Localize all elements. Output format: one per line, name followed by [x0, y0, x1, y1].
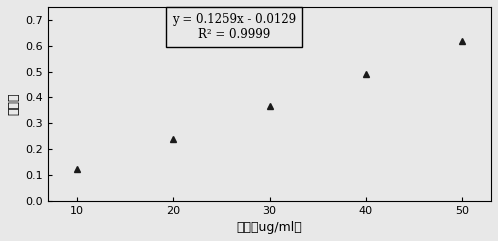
X-axis label: 浓度（ug/ml）: 浓度（ug/ml）: [237, 221, 302, 234]
Y-axis label: 吸光度: 吸光度: [7, 93, 20, 115]
Text: y = 0.1259x - 0.0129
R² = 0.9999: y = 0.1259x - 0.0129 R² = 0.9999: [172, 13, 296, 41]
